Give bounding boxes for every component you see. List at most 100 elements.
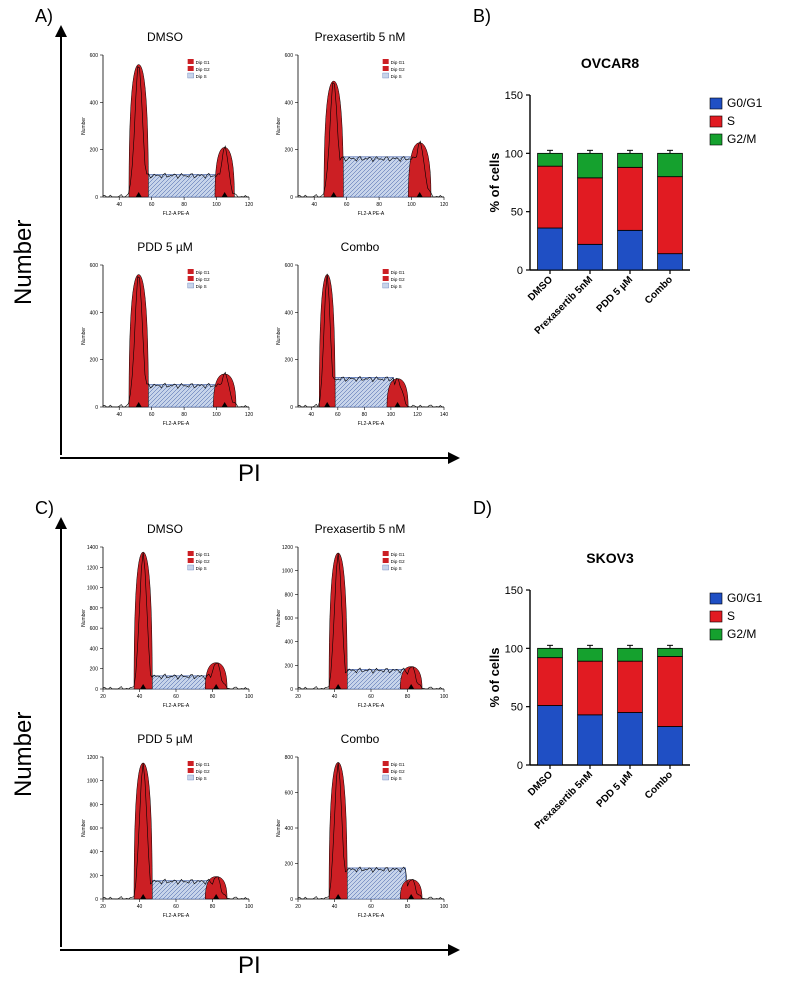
svg-text:100: 100 xyxy=(440,904,449,910)
histogram-mini-legend: Dip G1Dip G2Dip S xyxy=(383,269,406,289)
svg-text:Dip G2: Dip G2 xyxy=(391,769,406,774)
panel-c-y-axis-label: Number xyxy=(10,712,38,797)
svg-text:100: 100 xyxy=(407,202,416,208)
svg-text:40: 40 xyxy=(332,694,338,700)
svg-text:50: 50 xyxy=(511,702,523,714)
raw-histogram-outline xyxy=(103,763,249,899)
bar-segment-s xyxy=(618,167,643,230)
histogram-title: PDD 5 µM xyxy=(137,240,193,254)
bar-segment-s xyxy=(538,658,563,706)
svg-text:400: 400 xyxy=(90,646,99,652)
svg-text:600: 600 xyxy=(90,263,99,269)
panel-a-histogram: DMSODip G1Dip G2Dip S0200400600406080100… xyxy=(75,25,255,225)
svg-text:120: 120 xyxy=(245,202,254,208)
svg-text:100: 100 xyxy=(212,202,221,208)
svg-text:120: 120 xyxy=(440,202,449,208)
svg-text:150: 150 xyxy=(505,90,523,102)
bar-segment-g2m xyxy=(538,153,563,166)
svg-text:100: 100 xyxy=(212,412,221,418)
svg-text:600: 600 xyxy=(90,626,99,632)
legend-swatch xyxy=(710,611,722,622)
svg-text:Number: Number xyxy=(276,117,282,135)
svg-text:60: 60 xyxy=(368,694,374,700)
svg-text:Dip S: Dip S xyxy=(196,74,207,79)
histogram-mini-legend: Dip G1Dip G2Dip S xyxy=(188,59,211,79)
bar-chart-ylabel: % of cells xyxy=(487,153,502,213)
panel-d-label: D) xyxy=(473,498,492,519)
svg-text:0: 0 xyxy=(517,760,523,772)
svg-text:600: 600 xyxy=(285,791,294,797)
bar-category-label: DMSO xyxy=(526,769,555,798)
svg-text:60: 60 xyxy=(149,202,155,208)
bar-segment-s xyxy=(658,177,683,254)
bar-category-label: Combo xyxy=(643,769,675,801)
bar-segment-g0g1 xyxy=(538,228,563,270)
panel-c-histogram: ComboDip G1Dip G2Dip S020040060080020406… xyxy=(270,727,450,927)
svg-text:FL2-A PE-A: FL2-A PE-A xyxy=(163,421,190,427)
svg-text:0: 0 xyxy=(95,687,98,693)
bar-chart-title: SKOV3 xyxy=(586,550,634,566)
histogram-title: DMSO xyxy=(147,30,183,44)
svg-text:800: 800 xyxy=(285,755,294,761)
svg-text:80: 80 xyxy=(210,694,216,700)
legend-label: G2/M xyxy=(727,627,756,641)
svg-text:0: 0 xyxy=(95,897,98,903)
svg-text:150: 150 xyxy=(505,585,523,597)
svg-text:100: 100 xyxy=(245,904,254,910)
svg-text:100: 100 xyxy=(440,694,449,700)
svg-text:40: 40 xyxy=(332,904,338,910)
bar-segment-g0g1 xyxy=(618,713,643,766)
legend-swatch xyxy=(710,116,722,127)
svg-text:FL2-A PE-A: FL2-A PE-A xyxy=(163,703,190,709)
histogram-mini-legend: Dip G1Dip G2Dip S xyxy=(188,761,211,781)
histogram-title: Prexasertib 5 nM xyxy=(315,30,406,44)
bar-category-label: PDD 5 µM xyxy=(595,769,636,810)
histogram-mini-legend: Dip G1Dip G2Dip S xyxy=(188,551,211,571)
panel-b-chart: OVCAR8050100150% of cellsDMSOPrexasertib… xyxy=(485,40,785,360)
bar-segment-g2m xyxy=(538,648,563,657)
svg-text:Number: Number xyxy=(81,819,87,837)
panel-a-y-axis-arrow xyxy=(55,25,67,455)
svg-text:400: 400 xyxy=(285,310,294,316)
svg-text:0: 0 xyxy=(517,265,523,277)
g1-peak xyxy=(324,81,343,197)
panel-c-histogram: DMSODip G1Dip G2Dip S0200400600800100012… xyxy=(75,517,255,717)
svg-text:1000: 1000 xyxy=(282,569,293,575)
svg-text:40: 40 xyxy=(116,412,122,418)
svg-text:200: 200 xyxy=(285,862,294,868)
legend-swatch xyxy=(710,629,722,640)
svg-text:60: 60 xyxy=(173,904,179,910)
svg-text:400: 400 xyxy=(285,826,294,832)
histogram-mini-legend: Dip G1Dip G2Dip S xyxy=(188,269,211,289)
raw-histogram-outline xyxy=(103,552,249,689)
svg-text:Dip G2: Dip G2 xyxy=(196,67,211,72)
panel-d-chart: SKOV3050100150% of cellsDMSOPrexasertib … xyxy=(485,535,785,855)
svg-text:1200: 1200 xyxy=(87,755,98,761)
svg-text:1000: 1000 xyxy=(87,779,98,785)
svg-text:Number: Number xyxy=(81,327,87,345)
svg-text:Dip S: Dip S xyxy=(391,776,402,781)
svg-text:200: 200 xyxy=(285,148,294,154)
svg-text:80: 80 xyxy=(181,202,187,208)
svg-text:100: 100 xyxy=(387,412,396,418)
svg-text:0: 0 xyxy=(290,405,293,411)
svg-text:600: 600 xyxy=(285,263,294,269)
svg-text:20: 20 xyxy=(100,694,106,700)
histogram-title: Combo xyxy=(341,732,380,746)
svg-text:Dip G2: Dip G2 xyxy=(391,559,406,564)
svg-text:Dip S: Dip S xyxy=(196,566,207,571)
svg-text:200: 200 xyxy=(90,667,99,673)
bar-chart-ylabel: % of cells xyxy=(487,648,502,708)
g1-peak xyxy=(129,64,148,197)
svg-text:0: 0 xyxy=(95,405,98,411)
g2-peak xyxy=(408,143,431,197)
svg-text:80: 80 xyxy=(405,694,411,700)
svg-text:Dip G2: Dip G2 xyxy=(391,277,406,282)
svg-text:Number: Number xyxy=(276,609,282,627)
svg-text:400: 400 xyxy=(90,850,99,856)
svg-text:Dip S: Dip S xyxy=(196,284,207,289)
svg-text:60: 60 xyxy=(368,904,374,910)
legend-swatch xyxy=(710,134,722,145)
svg-text:1200: 1200 xyxy=(87,565,98,571)
svg-text:40: 40 xyxy=(116,202,122,208)
